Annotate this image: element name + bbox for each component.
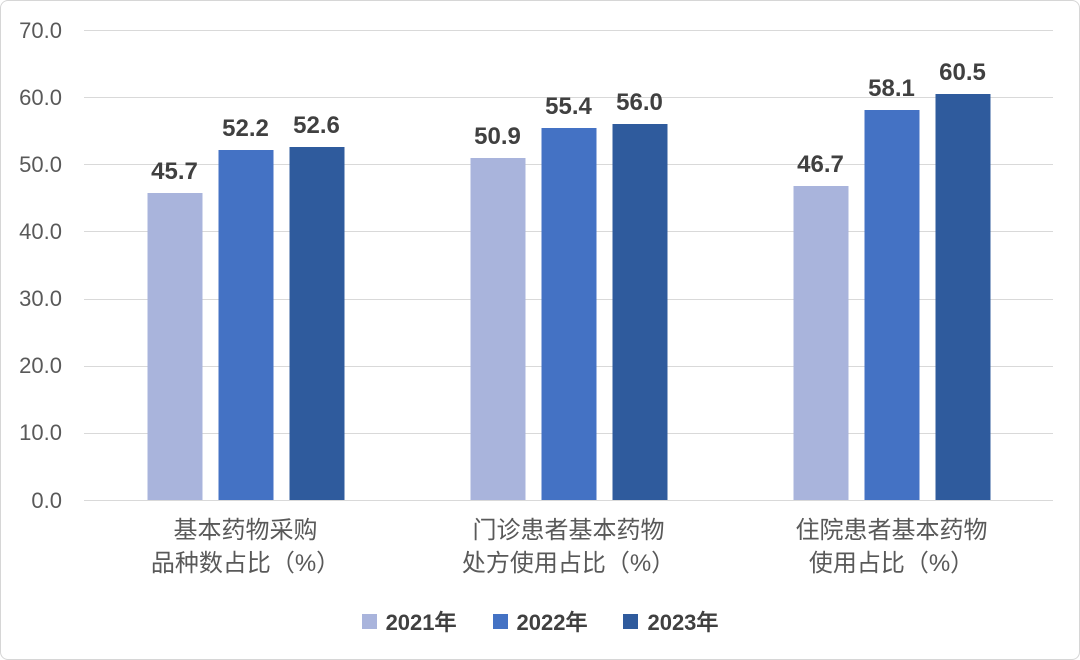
- gridline: [84, 30, 1053, 31]
- bar-with-label: 52.6: [289, 111, 344, 500]
- bar-with-label: 58.1: [864, 74, 919, 500]
- legend-label: 2021年: [385, 610, 457, 635]
- category-label-line: 处方使用占比（%）: [461, 550, 676, 577]
- category-label-line: 住院患者基本药物: [795, 517, 988, 544]
- legend: 2021年 2022年 2023年: [1, 605, 1079, 637]
- legend-item-2023年[interactable]: 2023年: [623, 605, 718, 637]
- bar-with-label: 50.9: [470, 125, 525, 500]
- gridline: [84, 97, 1053, 99]
- bar-2023年[interactable]: [612, 124, 667, 500]
- legend-swatch-icon: [361, 613, 377, 629]
- bar-value-label: 45.7: [151, 158, 198, 186]
- bar-with-label: 46.7: [793, 153, 848, 500]
- bar-2022年[interactable]: [864, 109, 919, 500]
- bar-value-label: 56.0: [616, 89, 663, 116]
- bar-value-label: 55.4: [545, 93, 592, 120]
- bar-value-label: 52.2: [222, 114, 269, 142]
- bar-2022年[interactable]: [218, 149, 273, 500]
- bar-with-label: 45.7: [147, 160, 202, 500]
- bar-2023年[interactable]: [935, 93, 990, 500]
- bar-with-label: 56.0: [612, 91, 667, 500]
- bar-2021年[interactable]: [470, 158, 525, 500]
- bar-2023年[interactable]: [289, 146, 344, 500]
- category-label: 基本药物采购 品种数占比（%）: [151, 514, 340, 580]
- y-axis-tick-label: 40.0: [19, 218, 62, 244]
- legend-item-2022年[interactable]: 2022年: [492, 605, 588, 637]
- y-axis-tick-label: 0.0: [31, 487, 62, 513]
- y-axis-tick-label: 50.0: [19, 151, 62, 177]
- y-axis-tick-label: 10.0: [19, 420, 62, 446]
- legend-swatch-icon: [623, 613, 639, 629]
- legend-item-2021年[interactable]: 2021年: [361, 605, 457, 637]
- y-axis-tick-label: 20.0: [19, 353, 62, 379]
- bar-2022年[interactable]: [541, 128, 596, 500]
- y-axis-tick-label: 70.0: [19, 17, 62, 43]
- bar-value-label: 60.5: [939, 58, 986, 86]
- bar-2021年[interactable]: [147, 193, 202, 500]
- bar-value-label: 50.9: [474, 123, 521, 151]
- bar-group: 50.9 55.4 56.0: [470, 91, 667, 500]
- bar-with-label: 52.2: [218, 114, 273, 500]
- y-axis-tick-label: 30.0: [19, 286, 62, 312]
- bar-value-label: 58.1: [868, 74, 915, 102]
- category-label-line: 门诊患者基本药物: [472, 517, 665, 544]
- gridline: [84, 500, 1053, 501]
- legend-swatch-icon: [492, 613, 508, 629]
- bar-value-label: 46.7: [797, 151, 844, 179]
- category-label: 住院患者基本药物 使用占比（%）: [796, 514, 988, 580]
- bar-with-label: 55.4: [541, 95, 596, 500]
- category-label: 门诊患者基本药物 处方使用占比（%）: [462, 514, 675, 580]
- bar-group: 46.7 58.1 60.5: [793, 58, 990, 500]
- bar-2021年[interactable]: [793, 186, 848, 500]
- category-label-line: 基本药物采购: [173, 517, 318, 544]
- category-label-line: 使用占比（%）: [808, 550, 975, 577]
- bar-with-label: 60.5: [935, 58, 990, 500]
- y-axis-tick-label: 60.0: [19, 84, 62, 110]
- legend-label: 2022年: [516, 610, 588, 635]
- bar-value-label: 52.6: [293, 111, 340, 139]
- plot-area: 0.0 10.0 20.0 30.0 40.0 50.0 60.0 70.0 45.7 52.2 5…: [19, 18, 1053, 577]
- legend-label: 2023年: [647, 610, 719, 635]
- category-label-line: 品种数占比（%）: [150, 550, 341, 577]
- bar-group: 45.7 52.2 52.6: [147, 111, 344, 500]
